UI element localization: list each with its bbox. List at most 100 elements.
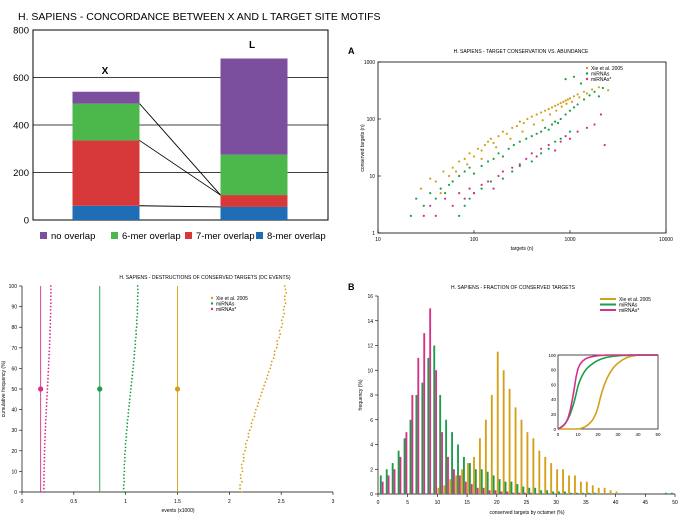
histogram-bar: [385, 469, 388, 494]
scatter-point: [480, 157, 483, 160]
hist-x-tick: 15: [464, 500, 470, 506]
dc-distribution-point: [47, 364, 50, 366]
dc-distribution-point: [49, 285, 52, 287]
histogram-bar: [603, 487, 606, 494]
scatter-point: [547, 143, 550, 147]
scatter-point: [550, 123, 554, 126]
dc-distribution-point: [263, 384, 266, 387]
dc-distribution-point: [136, 305, 139, 308]
dc-distribution-point: [44, 439, 46, 442]
scatter-point: [526, 117, 529, 121]
histogram-bar: [403, 438, 406, 494]
concordance-y-tick: 0: [24, 216, 29, 227]
scatter-point: [458, 174, 461, 178]
scatter-point: [565, 102, 568, 105]
dc-distribution-point: [44, 425, 47, 428]
scatter-point: [458, 192, 461, 195]
histogram-bar: [506, 491, 509, 494]
dc-distribution-point: [49, 309, 52, 311]
histogram-bar: [498, 479, 501, 494]
dc-distribution-point: [44, 429, 47, 432]
scatter-point: [434, 197, 437, 200]
histogram-bar: [520, 419, 523, 494]
histogram-bar: [458, 475, 461, 494]
scatter-point: [501, 177, 504, 180]
scatter-point: [588, 94, 591, 97]
dc-distribution-point: [43, 449, 46, 452]
histogram-bar: [474, 469, 477, 494]
scatter-point: [593, 123, 596, 126]
scatter-point: [591, 88, 594, 91]
scatter-point: [576, 130, 579, 133]
histogram-bar: [530, 492, 533, 494]
dc-distribution-point: [47, 377, 49, 380]
dc-distribution-point: [278, 329, 281, 332]
scatter-point: [451, 180, 454, 183]
scatter-point: [486, 180, 490, 183]
dc-distribution-point: [132, 367, 134, 370]
dc-distribution-point: [273, 350, 276, 353]
dc-xlabel: events (x1000): [161, 508, 194, 514]
histogram-bar: [550, 463, 553, 494]
dc-x-tick: 0: [21, 499, 24, 505]
hist-x-tick: 5: [406, 500, 409, 506]
hist-y-tick: 2: [370, 467, 373, 473]
scatter-point: [480, 183, 483, 186]
dc-events-chart: H. SAPIENS - DESTRUCTIONS OF CONSERVED T…: [1, 275, 335, 514]
dc-distribution-point: [259, 394, 262, 397]
scatter-point: [451, 166, 454, 169]
dc-distribution-point: [239, 473, 242, 476]
dc-distribution-point: [136, 322, 138, 325]
dc-distribution-point: [123, 470, 126, 473]
histogram-bar: [597, 487, 600, 494]
scatter-point: [556, 121, 560, 125]
scatter-point: [599, 113, 603, 116]
hist-y-tick: 0: [370, 492, 373, 498]
legend-no-overlap: no overlap: [51, 231, 95, 242]
dc-distribution-point: [45, 405, 48, 408]
inset-x-tick: 40: [635, 432, 641, 437]
dc-distribution-point: [283, 295, 286, 298]
scatter-point: [518, 164, 521, 168]
stacked-bar-segment: [72, 91, 140, 104]
scatter-a-legend-entry: miRNAs*: [591, 77, 611, 83]
hist-legend-entry: Xie et al. 2005: [619, 297, 651, 303]
bar-label-x: X: [102, 66, 109, 77]
hist-y-tick: 14: [367, 319, 373, 325]
dc-x-tick: 2: [228, 499, 231, 505]
dc-distribution-point: [45, 401, 48, 404]
dc-distribution-point: [129, 391, 132, 394]
dc-distribution-point: [128, 398, 131, 401]
scatter-point: [535, 132, 538, 135]
scatter-point: [607, 89, 610, 92]
panel-label-b: B: [348, 282, 355, 292]
scatter-point: [576, 93, 579, 96]
dc-y-tick: 100: [9, 284, 18, 290]
hist-y-tick: 16: [367, 294, 373, 300]
scatter-a-x-tick: 10: [375, 237, 381, 243]
dc-distribution-point: [122, 484, 125, 487]
hist-y-tick: 4: [370, 443, 373, 449]
scatter-point: [509, 137, 512, 140]
dc-distribution-point: [43, 446, 46, 449]
dc-distribution-point: [134, 346, 136, 349]
histogram-bar: [492, 475, 495, 494]
hist-legend-entry: miRNAs: [619, 303, 638, 309]
dc-distribution-point: [46, 388, 49, 390]
inset-x-tick: 20: [595, 432, 601, 437]
scatter-point: [518, 163, 521, 166]
histogram-bar: [467, 463, 469, 494]
scatter-point: [468, 197, 471, 200]
histogram-bar: [449, 479, 452, 494]
dc-distribution-point: [283, 312, 286, 315]
scatter-point: [585, 92, 589, 95]
histogram-bar: [546, 490, 549, 494]
dc-distribution-point: [247, 432, 250, 435]
dc-distribution-point: [281, 322, 284, 325]
scatter-point: [530, 115, 533, 118]
dc-distribution-point: [49, 322, 52, 325]
scatter-point: [562, 100, 565, 103]
scatter-point: [554, 149, 557, 152]
scatter-point: [434, 180, 437, 183]
dc-distribution-point: [133, 357, 136, 359]
